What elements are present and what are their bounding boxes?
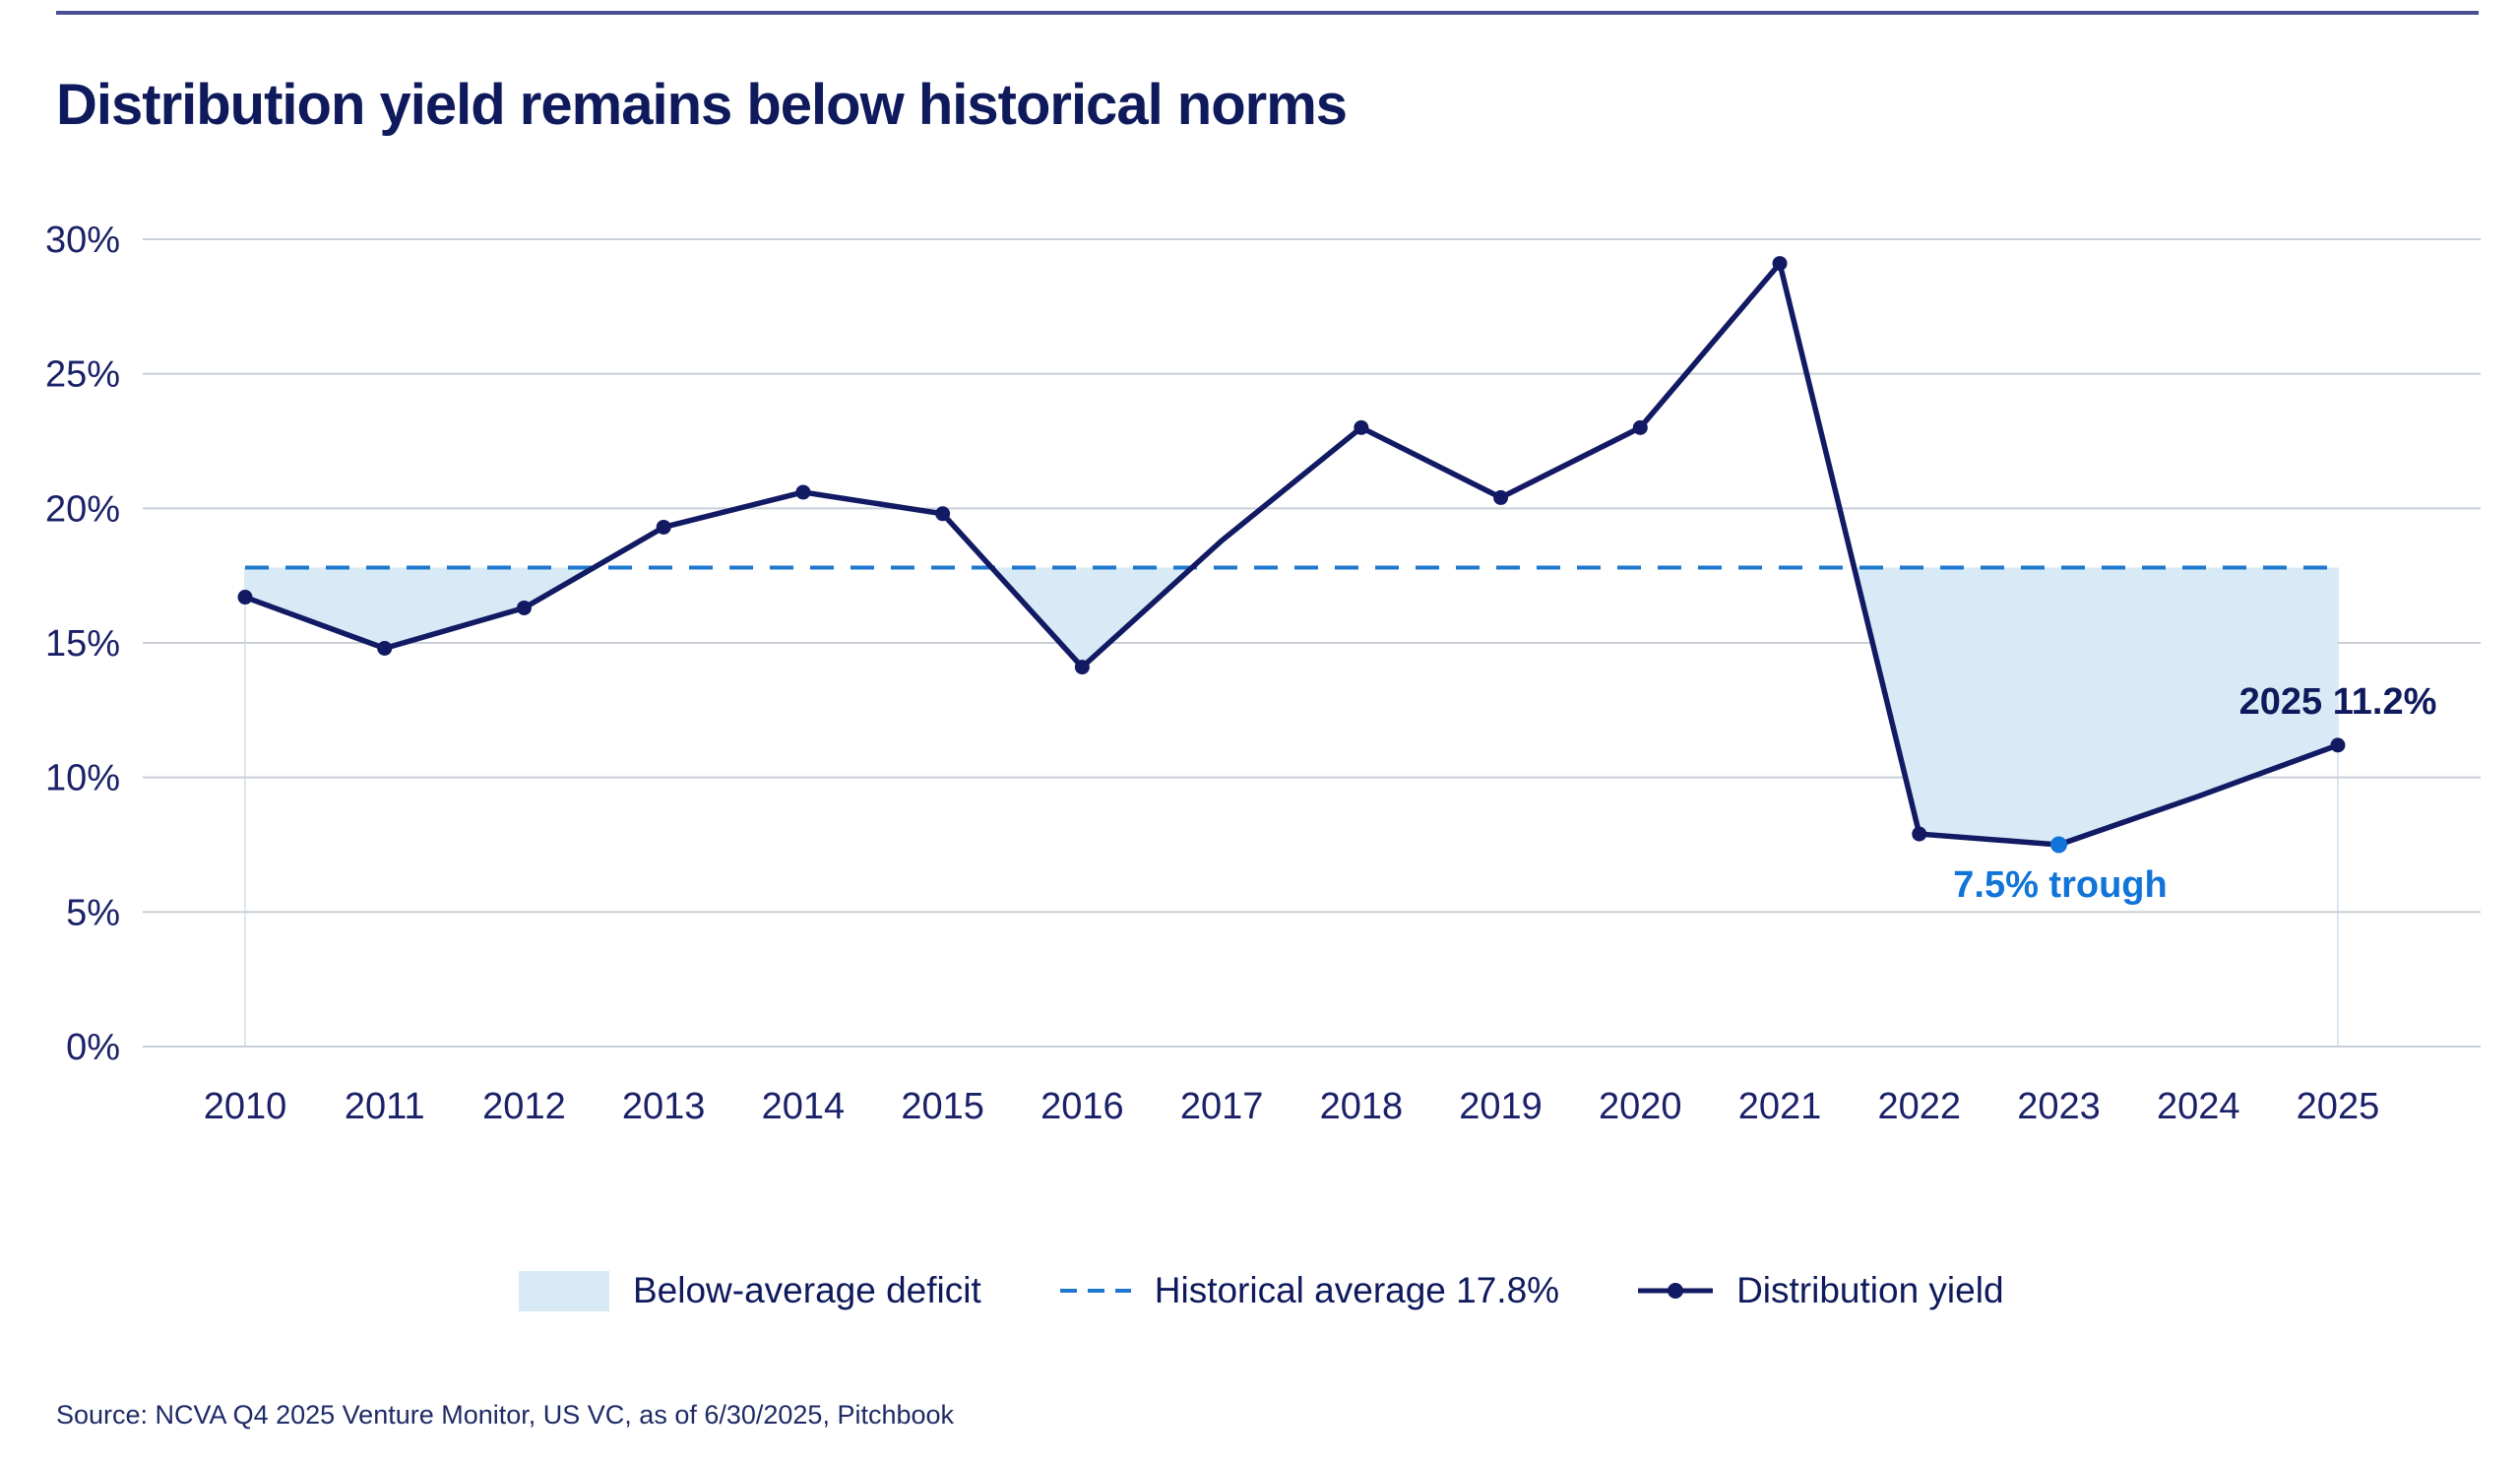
chart-title: Distribution yield remains below histori…: [56, 72, 1348, 137]
x-tick-label-2019: 2019: [1459, 1086, 1543, 1127]
data-point-2021: [1772, 256, 1788, 272]
data-point-2025: [2330, 737, 2346, 753]
x-tick-label-2011: 2011: [345, 1086, 425, 1127]
y-tick-label: 30%: [45, 220, 120, 261]
trough-annotation: 7.5% trough: [1953, 864, 2168, 906]
yield-line: [242, 260, 2341, 848]
data-point-2015: [935, 506, 951, 522]
deficit-area: [245, 567, 2338, 846]
x-axis-labels: 2010 2011 2012 2013 2014 2015 2016 2017 2018 2019…: [204, 1086, 2379, 1127]
y-tick-label: 5%: [66, 892, 120, 933]
x-tick-label-2012: 2012: [482, 1086, 566, 1127]
legend-item-yield: Distribution yield: [1638, 1270, 2004, 1311]
x-tick-label-2015: 2015: [901, 1086, 984, 1127]
data-point-2011: [377, 640, 393, 656]
x-tick-label-2016: 2016: [1040, 1086, 1124, 1127]
x-tick-label-2023: 2023: [2017, 1086, 2101, 1127]
chart-legend: Below-average deficit Historical average…: [519, 1266, 2004, 1315]
data-point-2020: [1632, 419, 1648, 435]
end-value-annotation: 2025 11.2%: [2238, 681, 2437, 723]
data-point-2019: [1493, 489, 1509, 505]
data-point-2018: [1354, 419, 1369, 435]
y-tick-label: 25%: [45, 354, 120, 396]
legend-label-deficit: Below-average deficit: [633, 1270, 981, 1310]
x-tick-label-2013: 2013: [622, 1086, 706, 1127]
x-tick-label-2022: 2022: [1877, 1086, 1961, 1127]
deficit-area-swatch-icon: [519, 1270, 609, 1311]
data-point-2022: [1912, 826, 1927, 842]
legend-label-yield: Distribution yield: [1736, 1270, 2004, 1310]
dashed-line-icon: [1059, 1289, 1131, 1293]
x-tick-label-2025: 2025: [2297, 1086, 2380, 1127]
y-tick-label: 0%: [66, 1027, 120, 1068]
x-tick-label-2014: 2014: [762, 1086, 846, 1127]
x-tick-label-2010: 2010: [204, 1086, 287, 1127]
x-tick-label-2024: 2024: [2157, 1086, 2240, 1127]
y-axis-labels: 30% 25% 20% 15% 10% 5% 0%: [45, 220, 120, 1068]
x-tick-label-2017: 2017: [1180, 1086, 1264, 1127]
data-points: [237, 256, 2346, 854]
data-point-2012: [516, 600, 532, 615]
legend-item-average: Historical average 17.8%: [1059, 1270, 1560, 1311]
source-attribution: Source: NCVA Q4 2025 Venture Monitor, US…: [56, 1400, 955, 1430]
legend-item-deficit: Below-average deficit: [519, 1270, 981, 1311]
data-point-2010: [237, 590, 253, 605]
data-point-2014: [795, 484, 811, 500]
x-tick-label-2021: 2021: [1738, 1086, 1822, 1127]
y-tick-label: 20%: [45, 488, 120, 530]
data-point-2013: [656, 519, 671, 535]
x-tick-label-2018: 2018: [1320, 1086, 1404, 1127]
x-tick-label-2020: 2020: [1599, 1086, 1682, 1127]
data-point-2023: [2049, 836, 2067, 854]
y-tick-label: 10%: [45, 758, 120, 799]
line-with-dot-icon: [1638, 1283, 1714, 1299]
y-tick-label: 15%: [45, 623, 120, 665]
data-point-2016: [1074, 660, 1090, 675]
top-divider-rule: [56, 11, 2479, 15]
legend-label-average: Historical average 17.8%: [1154, 1270, 1560, 1310]
